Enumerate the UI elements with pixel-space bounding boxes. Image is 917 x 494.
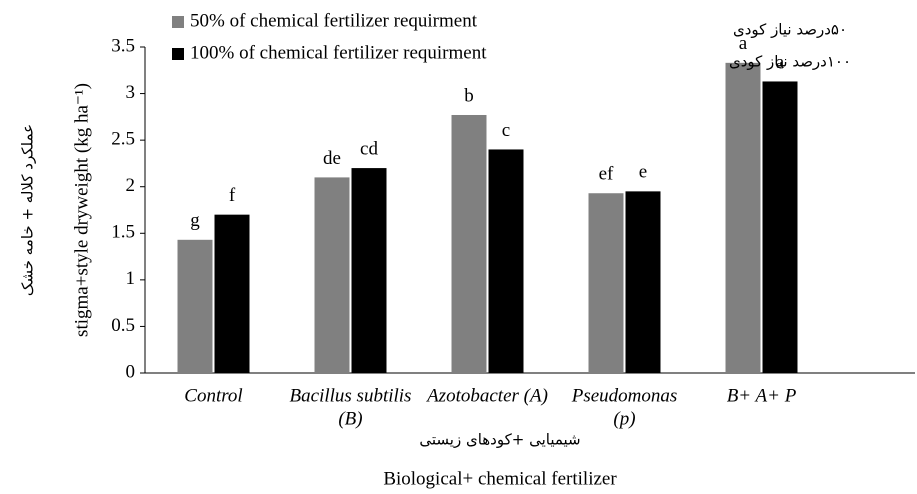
- bar: [588, 193, 624, 373]
- bar-letter: a: [739, 33, 748, 54]
- x-tick-label: Bacillus subtilis: [290, 385, 412, 406]
- bar: [451, 114, 487, 373]
- legend-swatch: [172, 48, 184, 60]
- legend-label: 100% of chemical fertilizer requirment: [190, 42, 487, 63]
- y-tick-label: 3.5: [111, 35, 135, 56]
- x-axis-label: Biological+ chemical fertilizer: [383, 468, 617, 489]
- bar: [725, 62, 761, 373]
- legend-swatch: [172, 16, 184, 28]
- bar: [762, 81, 798, 373]
- x-tick-label: (p): [613, 408, 635, 429]
- bar-letter: a: [776, 52, 785, 73]
- legend-label: 50% of chemical fertilizer requirment: [190, 10, 478, 31]
- bar: [214, 214, 250, 373]
- y-tick-label: 2: [126, 175, 136, 196]
- x-tick-label: (B): [338, 408, 362, 429]
- bar-letter: c: [502, 120, 510, 141]
- x-axis-label-fa: شیمیایی +کودهای زیستی: [419, 431, 580, 449]
- bar: [625, 191, 661, 373]
- bar-letter: cd: [360, 138, 378, 159]
- y-axis-label-fa: عملکرد کلاله + خامه خشک: [19, 124, 37, 296]
- x-tick-label: B+ A+ P: [727, 385, 797, 406]
- bar-letter: b: [464, 85, 474, 106]
- x-tick-label: Azotobacter (A): [425, 385, 548, 406]
- bar: [314, 177, 350, 373]
- bar-letter: ef: [599, 164, 614, 185]
- legend-label-fa: ۵۰درصد نیاز کودی: [733, 21, 847, 39]
- bar: [351, 168, 387, 373]
- bar-letter: de: [323, 148, 341, 169]
- x-tick-label: Pseudomonas: [571, 385, 678, 406]
- legend-label-fa: ۱۰۰درصد نیاز کودی: [729, 53, 851, 71]
- y-tick-label: 3: [126, 82, 136, 103]
- bar: [177, 239, 213, 373]
- y-tick-label: 0: [126, 361, 136, 382]
- y-tick-label: 0.5: [111, 315, 135, 336]
- y-tick-label: 2.5: [111, 129, 135, 150]
- bar: [488, 149, 524, 373]
- x-tick-label: Control: [184, 385, 242, 406]
- bar-letter: g: [190, 210, 200, 231]
- y-tick-label: 1: [126, 268, 136, 289]
- bar-letter: f: [229, 185, 236, 206]
- y-tick-label: 1.5: [111, 222, 135, 243]
- bar-letter: e: [639, 162, 647, 183]
- y-axis-label: stigma+style dryweight (kg ha⁻¹): [71, 83, 92, 337]
